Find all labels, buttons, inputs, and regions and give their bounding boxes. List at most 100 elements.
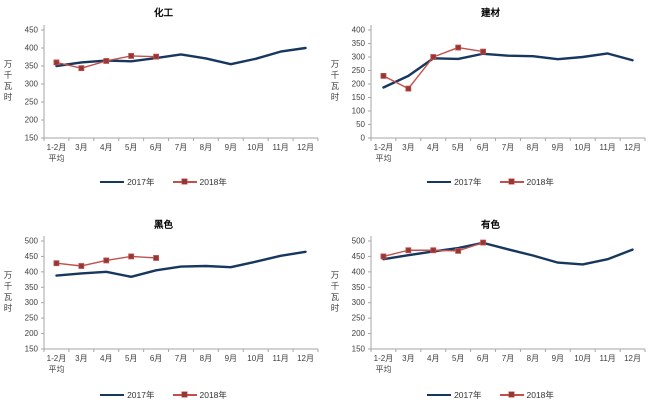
y-axis-title-char: 瓦 [331, 292, 340, 302]
chart-title: 有色 [480, 220, 500, 231]
x-category-label: 1-2月 [374, 143, 394, 152]
y-tick-label: 150 [352, 345, 366, 354]
legend-label-2018: 2018年 [526, 177, 554, 187]
y-tick-label: 200 [352, 80, 366, 89]
series-marker [380, 73, 387, 79]
y-axis-title-char: 千 [331, 281, 340, 291]
x-category-label: 10月 [574, 143, 591, 152]
x-category-label: 9月 [225, 143, 237, 152]
y-tick-label: 200 [25, 329, 39, 338]
x-category-label: 6月 [150, 354, 162, 363]
chart-title: 黑色 [153, 220, 173, 231]
y-axis-title-char: 时 [331, 92, 340, 102]
y-tick-label: 300 [25, 298, 39, 307]
legend-item-2018: 2018年 [172, 389, 227, 401]
legend-label-2017: 2017年 [454, 390, 482, 400]
legend-label-2018: 2018年 [199, 177, 227, 187]
x-category-label: 3月 [402, 354, 414, 363]
x-category-label: 11月 [599, 354, 615, 363]
series-marker [480, 239, 486, 246]
series-line-2017 [55, 250, 307, 278]
y-axis-title-char: 千 [4, 70, 13, 80]
series-marker [430, 247, 437, 254]
x-category-label: 12月 [624, 143, 641, 152]
x-category-label: 12月 [297, 354, 314, 363]
legend-item-2017: 2017年 [100, 176, 155, 188]
series-marker [480, 48, 486, 55]
x-category-label: 9月 [225, 354, 237, 363]
chart-title: 化工 [153, 8, 173, 19]
series-marker [455, 44, 462, 51]
x-category-label: 8月 [200, 354, 212, 363]
x-category-label: 8月 [527, 354, 539, 363]
series-marker [128, 53, 135, 59]
y-tick-label: 300 [352, 53, 366, 62]
chart-nonferrous: 150 200 250 300 350 400 450 500 1-2月 平均 3月 4月 5月 6月 7月… [327, 200, 654, 409]
y-axis-title-char: 瓦 [331, 81, 340, 91]
series-marker [103, 257, 110, 264]
y-tick-label: 150 [25, 134, 39, 143]
y-tick-label: 250 [25, 314, 39, 323]
legend-label-2018: 2018年 [199, 390, 227, 400]
x-category-label: 11月 [272, 143, 288, 152]
legend-line-2017-icon [427, 181, 452, 183]
x-category-label: 1-2月 [47, 354, 67, 363]
x-category-label: 平均 [375, 364, 391, 374]
x-category-label: 7月 [502, 143, 514, 152]
y-tick-label: 350 [352, 39, 366, 48]
y-axis-title-char: 瓦 [4, 292, 13, 302]
x-category-label: 6月 [477, 143, 489, 152]
y-axis-title-char: 万 [331, 270, 340, 280]
legend-marker-2018-icon [182, 179, 187, 185]
x-category-label: 8月 [527, 143, 539, 152]
legend-label-2017: 2017年 [127, 390, 155, 400]
x-category-label: 5月 [125, 143, 137, 152]
x-category-label: 9月 [552, 143, 564, 152]
x-category-label: 4月 [100, 354, 112, 363]
y-tick-label: 250 [25, 98, 39, 107]
x-category-label: 3月 [402, 143, 414, 152]
x-category-label: 4月 [427, 354, 439, 363]
y-axis-title-char: 万 [331, 59, 340, 69]
legend-line-2018-icon [172, 392, 197, 398]
x-category-label: 1-2月 [374, 354, 394, 363]
series-marker [78, 263, 85, 269]
legend-label-2017: 2017年 [127, 177, 155, 187]
series-marker [53, 260, 60, 267]
series-marker [405, 85, 412, 92]
series-marker [380, 253, 387, 260]
legend-marker-2018-icon [509, 392, 514, 398]
y-tick-label: 150 [352, 93, 366, 102]
y-tick-label: 350 [25, 283, 39, 292]
legend-line-2018-icon [172, 179, 197, 185]
y-axis-title-char: 瓦 [4, 81, 13, 91]
series-line-2017 [382, 52, 634, 89]
x-category-label: 12月 [297, 143, 314, 152]
x-category-label: 5月 [125, 354, 137, 363]
legend-line-2018-icon [499, 179, 524, 185]
x-category-label: 平均 [48, 153, 64, 163]
x-category-label: 平均 [375, 153, 391, 163]
x-category-label: 7月 [175, 143, 187, 152]
y-tick-label: 500 [352, 237, 366, 246]
x-category-label: 6月 [150, 143, 162, 152]
series-line-2017 [382, 241, 634, 266]
y-tick-label: 450 [25, 252, 39, 261]
legend-item-2017: 2017年 [427, 176, 482, 188]
y-tick-label: 100 [352, 107, 366, 116]
y-axis-title-char: 千 [331, 70, 340, 80]
x-category-label: 5月 [452, 143, 464, 152]
series-marker [405, 247, 412, 254]
chart-legend: 2017年 2018年 [0, 389, 327, 401]
y-tick-label: 400 [25, 267, 39, 276]
x-category-label: 平均 [48, 364, 64, 374]
series-line-2018 [382, 46, 484, 90]
series-marker [153, 255, 159, 261]
legend-item-2018: 2018年 [499, 176, 554, 188]
series-marker [430, 54, 437, 60]
x-category-label: 7月 [175, 354, 187, 363]
chart-ferrous: 150 200 250 300 350 400 450 500 1-2月 平均 3月 4月 5月 6月 7月… [0, 200, 327, 409]
